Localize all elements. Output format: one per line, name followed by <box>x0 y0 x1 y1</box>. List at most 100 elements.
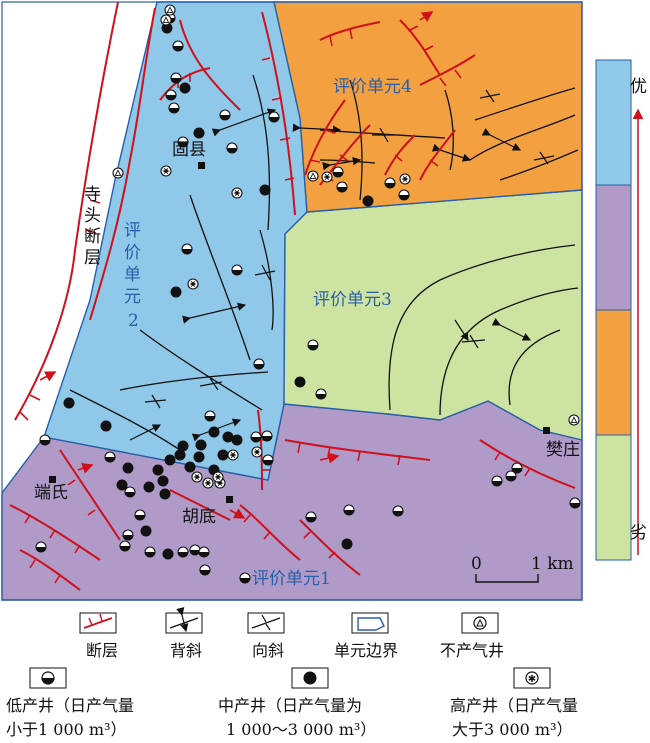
low-yield-well <box>315 388 327 400</box>
mid-yield-well <box>179 82 191 94</box>
low-yield-well <box>261 430 273 442</box>
svg-text:层: 层 <box>84 248 101 268</box>
unit-polygons <box>1 1 583 601</box>
mid-yield-well <box>100 420 112 432</box>
ranking-bar: 优 劣 <box>595 59 647 561</box>
mid-yield-well <box>162 548 174 560</box>
mid-yield-well <box>341 538 353 550</box>
low-yield-well <box>392 505 404 517</box>
mid-yield-well <box>217 449 229 461</box>
high-yield-well <box>212 471 224 483</box>
unit2-label: 评 价 单 元 2 <box>124 221 141 331</box>
rank-top: 优 <box>630 77 647 97</box>
mid-yield-well <box>63 397 75 409</box>
unit1-label: 评价单元1 <box>252 569 331 589</box>
low-yield-well <box>253 358 265 370</box>
guxian-label: 固县 <box>172 140 206 160</box>
low-yield-well <box>491 475 503 487</box>
legend-mid-well-2: 1 000～3 000 m³） <box>226 720 376 739</box>
fault-arrows <box>39 11 434 519</box>
high-yield-well <box>399 173 411 185</box>
map-frame <box>1 1 583 601</box>
legend-boundary: 单元边界 <box>334 641 398 660</box>
mid-yield-well <box>140 525 152 537</box>
mid-yield-well <box>222 431 234 443</box>
legend-high-well-1: 高产井（日产气量 <box>450 696 578 715</box>
low-yield-well <box>144 546 156 558</box>
high-yield-well <box>191 471 203 483</box>
mid-yield-well <box>164 454 176 466</box>
unit4-area <box>273 1 583 213</box>
low-yield-well <box>172 40 184 52</box>
low-yield-well <box>307 339 319 351</box>
low-yield-well <box>239 572 251 584</box>
legend-syncline: 向斜 <box>252 641 284 660</box>
low-yield-well <box>199 564 211 576</box>
low-yield-well <box>119 540 131 552</box>
dry-well <box>112 167 124 179</box>
high-yield-well <box>202 477 214 489</box>
high-yield-well <box>227 449 239 461</box>
svg-text:✱: ✱ <box>528 674 536 685</box>
rank-bottom: 劣 <box>630 523 647 543</box>
legend-fault: 断层 <box>86 641 118 660</box>
mid-yield-well <box>208 426 220 438</box>
hudi-label: 胡底 <box>182 507 216 527</box>
high-yield-well <box>321 171 333 183</box>
fanzhuang-marker <box>543 427 550 434</box>
mid-yield-well <box>362 195 374 207</box>
legend-high-well-2: 大于3 000 m³） <box>452 720 572 739</box>
low-yield-well <box>569 497 581 509</box>
low-yield-well <box>262 454 274 466</box>
low-yield-well <box>177 546 189 558</box>
svg-text:断: 断 <box>84 227 101 247</box>
svg-text:2: 2 <box>128 311 139 331</box>
dry-well <box>164 4 176 16</box>
mid-yield-well <box>152 464 164 476</box>
unit4-label: 评价单元4 <box>333 77 412 97</box>
low-yield-well <box>189 544 201 556</box>
svg-text:寺: 寺 <box>84 185 101 205</box>
town-markers <box>49 162 550 503</box>
low-yield-well <box>219 109 231 121</box>
svg-text:价: 价 <box>124 243 141 263</box>
low-yield-well <box>384 177 396 189</box>
low-yield-well <box>250 431 262 443</box>
faults <box>9 1 576 591</box>
low-yield-well <box>336 181 348 193</box>
svg-text:元: 元 <box>124 287 141 307</box>
mid-yield-well <box>231 434 243 446</box>
mid-yield-well <box>159 488 171 500</box>
mid-yield-well <box>143 481 155 493</box>
high-yield-well <box>187 278 199 290</box>
low-yield-well <box>124 486 136 498</box>
unit3-area <box>283 189 583 441</box>
legend-low-well-1: 低产井（日产气量 <box>6 696 134 715</box>
dry-well <box>307 170 319 182</box>
low-yield-well <box>177 136 189 148</box>
low-yield-well <box>181 243 193 255</box>
low-yield-well <box>268 111 280 123</box>
wells-high <box>160 165 411 489</box>
high-yield-well <box>160 165 172 177</box>
legend-dry-well: 不产气井 <box>440 641 504 660</box>
low-yield-well <box>165 89 177 101</box>
low-yield-well <box>204 410 216 422</box>
extension-arrows <box>129 108 532 442</box>
mid-yield-well <box>157 475 169 487</box>
duanshi-label: 端氏 <box>34 483 68 503</box>
mid-yield-well <box>170 286 182 298</box>
mid-yield-well <box>294 376 306 388</box>
fanzhuang-label: 樊庄 <box>546 440 580 460</box>
svg-text:1 km: 1 km <box>531 554 574 574</box>
guxian-marker <box>198 162 205 169</box>
low-yield-well <box>122 529 134 541</box>
low-yield-well <box>398 189 410 201</box>
unit3-label: 评价单元3 <box>313 290 392 310</box>
mid-yield-well <box>259 184 271 196</box>
fault-ticks <box>19 25 531 584</box>
mid-yield-well <box>122 462 134 474</box>
low-yield-well <box>198 546 210 558</box>
low-yield-well <box>305 511 317 523</box>
legend-anticline: 背斜 <box>170 641 202 660</box>
